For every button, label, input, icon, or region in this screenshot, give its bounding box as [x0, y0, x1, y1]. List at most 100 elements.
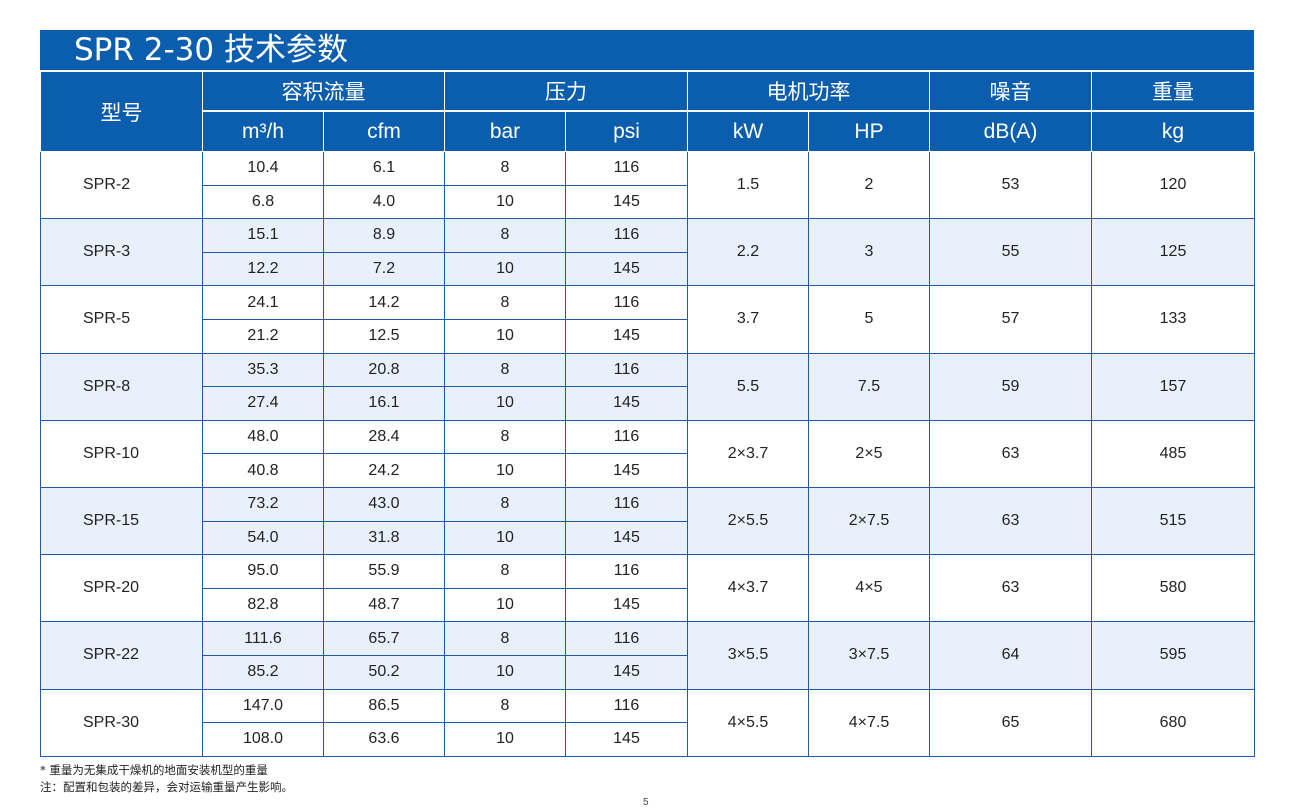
flow-cfm-cell: 14.2 — [323, 285, 445, 320]
noise-cell: 63 — [929, 554, 1092, 623]
flow-m3h-cell: 6.8 — [202, 184, 324, 220]
power-hp-cell: 2×5 — [808, 419, 930, 488]
flow-m3h-cell: 85.2 — [202, 654, 324, 690]
flow-cfm-cell: 4.0 — [323, 184, 445, 220]
flow-m3h-cell: 24.1 — [202, 285, 324, 320]
noise-cell: 53 — [929, 150, 1092, 220]
flow-cfm-cell: 28.4 — [323, 419, 445, 455]
pressure-psi-cell: 145 — [565, 386, 688, 421]
unit-pressure-imperial: psi — [565, 110, 688, 152]
unit-pressure-metric: bar — [444, 110, 566, 152]
pressure-psi-cell: 116 — [565, 486, 688, 522]
unit-flow-imperial: cfm — [323, 110, 445, 152]
flow-m3h-cell: 54.0 — [202, 520, 324, 556]
flow-cfm-cell: 20.8 — [323, 352, 445, 388]
spec-table: 型号 容积流量 压力 电机功率 噪音 重量 m³/h cfm bar psi k… — [40, 70, 1255, 757]
weight-cell: 157 — [1091, 352, 1255, 421]
pressure-bar-cell: 8 — [444, 151, 566, 186]
model-cell: SPR-15 — [40, 486, 203, 556]
flow-cfm-cell: 6.1 — [323, 151, 445, 186]
header-motor-power: 电机功率 — [687, 70, 930, 112]
weight-cell: 133 — [1091, 285, 1255, 354]
spec-table-body: SPR-2 10.4 6.1 8 116 1.5 2 53 120 6.8 4.… — [40, 150, 1255, 757]
pressure-psi-cell: 145 — [565, 251, 688, 287]
pressure-bar-cell: 10 — [444, 386, 566, 421]
weight-cell: 515 — [1091, 486, 1255, 556]
power-kw-cell: 4×5.5 — [687, 688, 809, 757]
power-hp-cell: 3 — [808, 218, 930, 287]
weight-footnote: * 重量为无集成干燥机的地面安装机型的重量 — [40, 763, 268, 777]
unit-weight: kg — [1091, 110, 1255, 152]
power-kw-cell: 2.2 — [687, 218, 809, 287]
power-kw-cell: 2×3.7 — [687, 419, 809, 488]
flow-cfm-cell: 86.5 — [323, 688, 445, 724]
noise-cell: 55 — [929, 218, 1092, 287]
noise-cell: 64 — [929, 621, 1092, 690]
pressure-psi-cell: 116 — [565, 554, 688, 589]
pressure-psi-cell: 116 — [565, 688, 688, 724]
pressure-bar-cell: 8 — [444, 285, 566, 320]
power-kw-cell: 4×3.7 — [687, 554, 809, 623]
flow-m3h-cell: 73.2 — [202, 486, 324, 522]
table-row: 6.8 4.0 10 145 — [41, 184, 1255, 220]
header-model: 型号 — [40, 70, 203, 152]
pressure-psi-cell: 116 — [565, 621, 688, 656]
pressure-bar-cell: 8 — [444, 486, 566, 522]
pressure-psi-cell: 145 — [565, 318, 688, 354]
flow-cfm-cell: 8.9 — [323, 218, 445, 253]
weight-cell: 485 — [1091, 419, 1255, 488]
flow-m3h-cell: 12.2 — [202, 251, 324, 287]
pressure-psi-cell: 116 — [565, 352, 688, 388]
flow-m3h-cell: 10.4 — [202, 151, 324, 186]
pressure-psi-cell: 145 — [565, 184, 688, 220]
pressure-bar-cell: 10 — [444, 722, 566, 757]
model-cell: SPR-5 — [40, 285, 203, 354]
unit-power-metric: kW — [687, 110, 809, 152]
flow-cfm-cell: 63.6 — [323, 722, 445, 757]
pressure-bar-cell: 8 — [444, 554, 566, 589]
pressure-psi-cell: 145 — [565, 587, 688, 623]
config-footnote: 注：配置和包装的差异，会对运输重量产生影响。 — [40, 780, 293, 794]
noise-cell: 57 — [929, 285, 1092, 354]
power-hp-cell: 3×7.5 — [808, 621, 930, 690]
header-flow: 容积流量 — [202, 70, 445, 112]
pressure-bar-cell: 8 — [444, 419, 566, 455]
header-pressure: 压力 — [444, 70, 688, 112]
noise-cell: 63 — [929, 419, 1092, 488]
weight-cell: 125 — [1091, 218, 1255, 287]
flow-cfm-cell: 48.7 — [323, 587, 445, 623]
flow-m3h-cell: 21.2 — [202, 318, 324, 354]
unit-flow-metric: m³/h — [202, 110, 324, 152]
power-kw-cell: 5.5 — [687, 352, 809, 421]
noise-cell: 59 — [929, 352, 1092, 421]
flow-m3h-cell: 27.4 — [202, 386, 324, 421]
pressure-psi-cell: 145 — [565, 722, 688, 757]
pressure-psi-cell: 145 — [565, 654, 688, 690]
power-kw-cell: 1.5 — [687, 150, 809, 220]
header-weight: 重量 — [1091, 70, 1255, 112]
pressure-bar-cell: 10 — [444, 654, 566, 690]
pressure-psi-cell: 116 — [565, 218, 688, 253]
flow-cfm-cell: 50.2 — [323, 654, 445, 690]
table-row: SPR-8 35.3 20.8 8 116 5.5 7.5 59 157 — [40, 352, 1255, 421]
unit-power-imperial: HP — [808, 110, 930, 152]
pressure-bar-cell: 10 — [444, 453, 566, 488]
flow-cfm-cell: 7.2 — [323, 251, 445, 287]
pressure-psi-cell: 145 — [565, 520, 688, 556]
power-hp-cell: 5 — [808, 285, 930, 354]
pressure-bar-cell: 8 — [444, 688, 566, 724]
flow-m3h-cell: 15.1 — [202, 218, 324, 253]
table-row: SPR-3 15.1 8.9 8 116 2.2 3 55 125 — [40, 218, 1255, 287]
flow-cfm-cell: 12.5 — [323, 318, 445, 354]
weight-cell: 680 — [1091, 688, 1255, 757]
flow-m3h-cell: 82.8 — [202, 587, 324, 623]
model-cell: SPR-8 — [40, 352, 203, 421]
model-cell: SPR-20 — [40, 554, 203, 623]
power-hp-cell: 2×7.5 — [808, 486, 930, 556]
table-row: 108.0 63.6 10 145 — [41, 722, 1255, 757]
table-row: 27.4 16.1 10 145 — [41, 386, 1255, 421]
flow-m3h-cell: 35.3 — [202, 352, 324, 388]
weight-cell: 580 — [1091, 554, 1255, 623]
power-hp-cell: 4×7.5 — [808, 688, 930, 757]
table-row: SPR-22 111.6 65.7 8 116 3×5.5 3×7.5 64 5… — [40, 621, 1255, 690]
